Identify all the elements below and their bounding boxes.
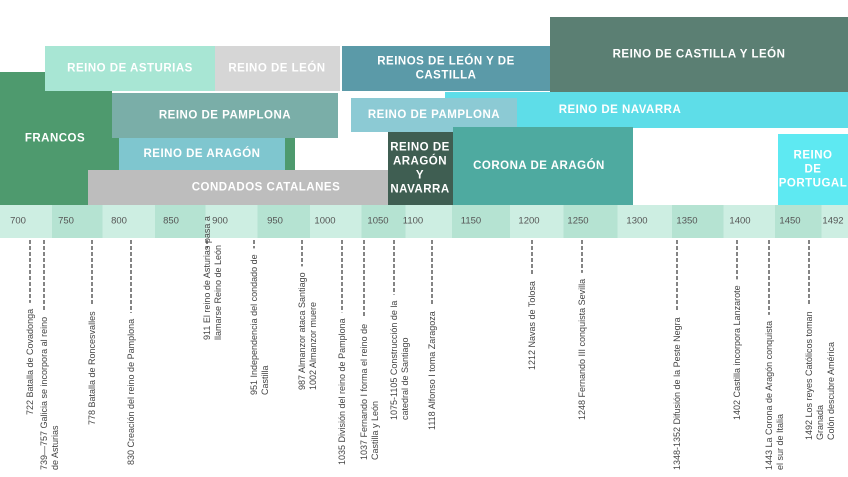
event-label: 1492 Los reyes Católicos toman xyxy=(804,311,814,440)
axis-label: 1050 xyxy=(367,216,388,227)
event-label: 739—757 Galicia se incorpora al reino xyxy=(39,317,49,470)
kingdom-block xyxy=(215,46,340,91)
kingdom-label: PORTUGAL xyxy=(779,178,848,190)
event-label: Castilla y León xyxy=(370,401,380,460)
event-label: 722 Batalla de Covadonga xyxy=(25,309,35,415)
kingdom-label: REINO xyxy=(794,150,833,162)
kingdom-label: REINO DE LEÓN xyxy=(228,62,325,75)
event-label: 778 Batalla de Roncesvalles xyxy=(87,311,97,425)
axis-label: 700 xyxy=(10,216,26,227)
axis-label: 1300 xyxy=(626,216,647,227)
event-label: 1443 La Corona de Aragón conquista xyxy=(764,321,774,470)
kingdom-block xyxy=(88,170,388,205)
kingdom-block xyxy=(778,134,848,205)
axis-label: 1250 xyxy=(567,216,588,227)
event-label: Granada xyxy=(815,405,825,440)
kingdom-label: FRANCOS xyxy=(25,133,85,145)
kingdom-label: REINO DE CASTILLA Y LEÓN xyxy=(613,48,786,61)
event-label: 1075-1105 Construcción de la xyxy=(389,301,399,420)
kingdom-label: REINO DE ARAGÓN xyxy=(144,147,261,160)
kingdom-block xyxy=(45,46,215,91)
event-label: 911 El reino de Asturias pasa a xyxy=(202,216,212,340)
axis-label: 1450 xyxy=(779,216,800,227)
axis-segment xyxy=(361,205,406,238)
axis-label: 750 xyxy=(58,216,74,227)
axis-label: 800 xyxy=(111,216,127,227)
kingdom-block xyxy=(453,127,633,205)
event-label: 1002 Almanzor muere xyxy=(308,302,318,390)
kingdom-block xyxy=(388,132,453,205)
kingdom-label: REINO DE xyxy=(390,142,450,154)
kingdom-label: REINO DE PAMPLONA xyxy=(368,109,500,121)
axis-label: 1000 xyxy=(314,216,335,227)
kingdom-block xyxy=(351,98,517,132)
event-label: llamarse Reino de León xyxy=(213,245,223,340)
event-label: de Asturias xyxy=(50,425,60,470)
event-label: el sur de Italia xyxy=(775,414,785,470)
event-label: 830 Creación del reino de Pamplona xyxy=(126,319,136,465)
kingdom-label: NAVARRA xyxy=(390,184,449,196)
axis-label: 1492 xyxy=(822,216,843,227)
axis-label: 1350 xyxy=(676,216,697,227)
kingdom-label: REINO DE ASTURIAS xyxy=(67,63,193,75)
axis-segment xyxy=(257,205,310,238)
kingdom-label: Y xyxy=(416,170,424,182)
event-label: 1035 División del reino de Pamplona xyxy=(337,318,347,465)
event-label: Castilla xyxy=(260,365,270,395)
kingdom-label: REINO DE NAVARRA xyxy=(559,104,682,116)
axis-segment xyxy=(155,205,206,238)
axis-label: 1150 xyxy=(461,216,481,227)
axis-segment xyxy=(563,205,618,238)
kingdom-label: REINO DE PAMPLONA xyxy=(159,110,291,122)
event-label: Colón descubre América xyxy=(826,342,836,440)
event-label: 1212 Navas de Tolosa xyxy=(527,281,537,370)
kingdom-label: CORONA DE ARAGÓN xyxy=(473,159,605,172)
axis-segment xyxy=(52,205,103,238)
event-label: 1248 Fernando III conquista Sevilla xyxy=(577,279,587,420)
event-label: catedral de Santiago xyxy=(400,337,410,420)
axis-label: 900 xyxy=(212,216,228,227)
event-label: 1037 Fernando I forma el reino de xyxy=(359,324,369,460)
kingdom-block xyxy=(119,138,285,170)
kingdom-block xyxy=(342,46,550,91)
event-label: 987 Almanzor ataca Santiago xyxy=(297,272,307,390)
event-label: 951 Independencia del condado de xyxy=(249,254,259,395)
kingdom-label: REINOS DE LEÓN Y DE xyxy=(377,55,515,68)
axis-label: 850 xyxy=(163,216,179,227)
axis-label: 1100 xyxy=(403,216,423,227)
event-label: 1348-1352 Difusión de la Peste Negra xyxy=(672,317,682,470)
kingdom-block xyxy=(112,93,338,138)
axis-segment xyxy=(775,205,822,238)
kingdom-block xyxy=(550,17,848,92)
kingdom-label: CONDADOS CATALANES xyxy=(192,182,341,194)
event-label: 1402 Castilla incorpora Lanzarote xyxy=(732,285,742,420)
axis-segment xyxy=(672,205,724,238)
kingdom-label: CASTILLA xyxy=(416,70,477,82)
axis-label: 1400 xyxy=(729,216,750,227)
axis-label: 1200 xyxy=(518,216,539,227)
axis-label: 950 xyxy=(267,216,283,227)
event-label: 1118 Alfonso I toma Zaragoza xyxy=(427,311,437,430)
kingdom-label: DE xyxy=(805,164,822,176)
axis-segment xyxy=(452,205,510,238)
kingdom-label: ARAGÓN xyxy=(393,155,447,168)
